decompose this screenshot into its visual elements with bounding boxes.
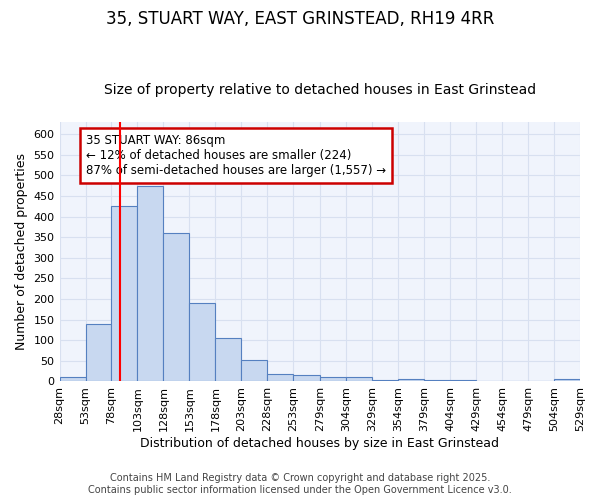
Bar	[86, 324, 112, 382]
Bar	[372, 380, 398, 382]
Bar	[450, 380, 476, 382]
Bar	[163, 233, 190, 382]
Bar	[112, 206, 137, 382]
Bar	[190, 303, 215, 382]
Bar	[59, 378, 86, 382]
Bar	[320, 376, 346, 382]
Bar	[293, 376, 320, 382]
Bar	[346, 378, 372, 382]
Bar	[398, 380, 424, 382]
Title: Size of property relative to detached houses in East Grinstead: Size of property relative to detached ho…	[104, 83, 536, 97]
Bar	[137, 186, 163, 382]
Bar	[268, 374, 293, 382]
Y-axis label: Number of detached properties: Number of detached properties	[15, 153, 28, 350]
Bar	[241, 360, 268, 382]
Bar	[554, 380, 580, 382]
Bar	[424, 380, 450, 382]
Text: Contains HM Land Registry data © Crown copyright and database right 2025.
Contai: Contains HM Land Registry data © Crown c…	[88, 474, 512, 495]
Bar	[215, 338, 241, 382]
X-axis label: Distribution of detached houses by size in East Grinstead: Distribution of detached houses by size …	[140, 437, 499, 450]
Text: 35, STUART WAY, EAST GRINSTEAD, RH19 4RR: 35, STUART WAY, EAST GRINSTEAD, RH19 4RR	[106, 10, 494, 28]
Text: 35 STUART WAY: 86sqm
← 12% of detached houses are smaller (224)
87% of semi-deta: 35 STUART WAY: 86sqm ← 12% of detached h…	[86, 134, 386, 177]
